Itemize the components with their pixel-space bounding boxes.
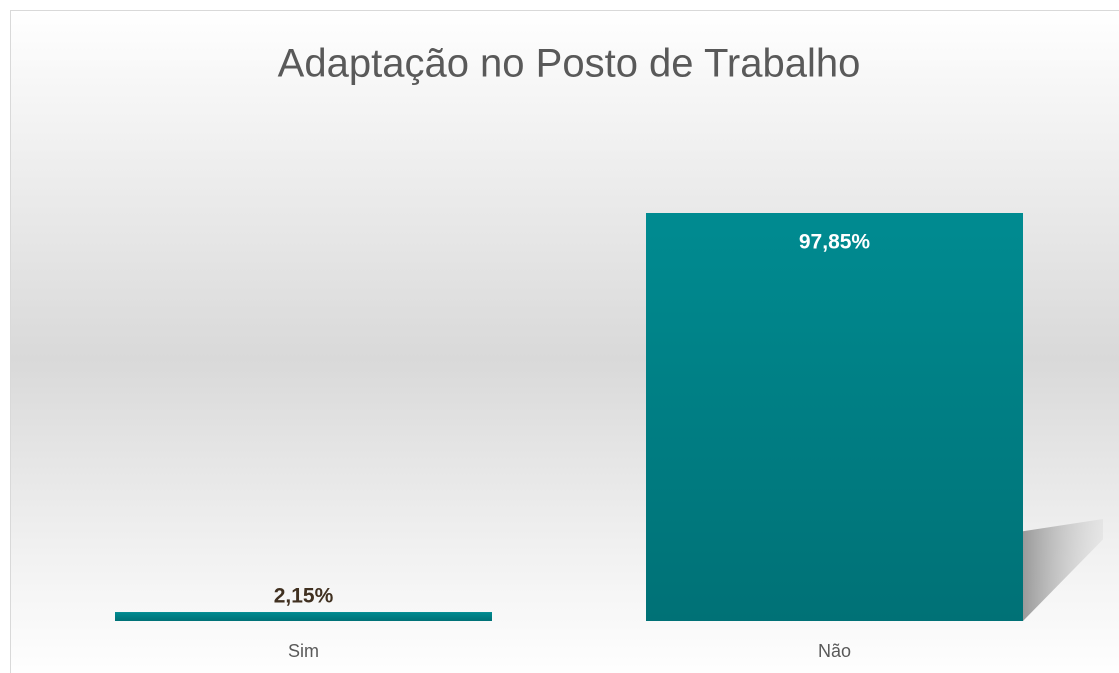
bar-shadow: [1023, 519, 1103, 621]
x-tick-label: Não: [818, 641, 851, 661]
bar: [646, 213, 1023, 621]
data-label: 2,15%: [274, 585, 334, 608]
bar: [115, 612, 492, 621]
x-tick-label: Sim: [288, 641, 319, 661]
data-label: 97,85%: [799, 231, 871, 254]
chart-title: Adaptação no Posto de Trabalho: [278, 42, 861, 86]
